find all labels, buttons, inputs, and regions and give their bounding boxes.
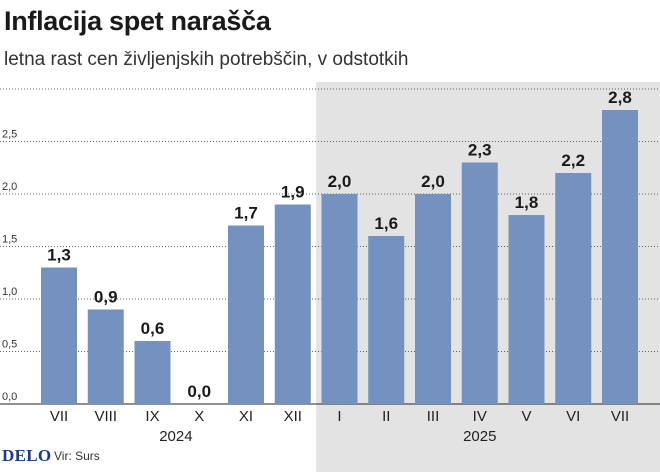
x-tick-label: XII: [284, 408, 302, 425]
data-label: 0,9: [94, 288, 118, 307]
bar: [41, 267, 77, 404]
bar: [555, 173, 592, 404]
x-tick-label: XI: [239, 408, 253, 425]
chart-subtitle: letna rast cen življenjskih potrebščin, …: [4, 49, 409, 70]
x-tick-label: VII: [611, 408, 629, 425]
bar: [274, 204, 311, 404]
x-tick-label: IV: [473, 408, 487, 425]
y-tick-label: 1,0: [2, 286, 17, 298]
x-tick-label: II: [382, 408, 390, 425]
data-label: 2,0: [328, 172, 352, 191]
x-tick-label: X: [194, 408, 204, 425]
chart-title: Inflacija spet narašča: [4, 6, 271, 36]
bar: [228, 225, 264, 404]
bar: [321, 194, 358, 404]
y-tick-label: 1,5: [2, 234, 17, 246]
bar: [461, 162, 498, 404]
label-layer: 0,00,51,01,52,02,51,3VII0,9VIII0,6IX0,0X…: [2, 88, 632, 445]
data-label: 1,6: [374, 214, 398, 233]
data-label: 2,0: [421, 172, 445, 191]
x-tick-label: III: [427, 408, 440, 425]
data-label: 2,3: [468, 141, 492, 160]
bar: [602, 110, 638, 404]
bar: [368, 236, 405, 404]
data-label: 0,0: [187, 382, 211, 401]
data-label: 1,9: [281, 183, 305, 202]
data-label: 1,3: [47, 246, 71, 265]
bar: [87, 309, 124, 404]
data-label: 2,8: [608, 88, 632, 107]
source-note: Vir: Surs: [54, 449, 100, 463]
data-label: 2,2: [561, 151, 585, 170]
y-tick-label: 2,5: [2, 129, 17, 141]
x-tick-label: VIII: [94, 408, 117, 425]
y-tick-label: 2,0: [2, 181, 17, 193]
x-tick-label: VI: [566, 408, 580, 425]
data-label: 1,7: [234, 204, 258, 223]
data-label: 0,6: [141, 319, 165, 338]
bar-layer: [41, 110, 638, 404]
y-tick-label: 0,0: [2, 391, 17, 403]
bar: [134, 341, 171, 404]
year-label-2024: 2024: [159, 428, 192, 445]
y-tick-label: 0,5: [2, 339, 17, 351]
bar: [508, 215, 545, 404]
bar: [415, 194, 451, 404]
x-tick-label: VII: [50, 408, 68, 425]
year-label-2025: 2025: [463, 428, 496, 445]
x-tick-label: I: [337, 408, 341, 425]
delo-logo: DELO: [2, 446, 52, 465]
x-tick-label: IX: [145, 408, 159, 425]
x-tick-label: V: [521, 408, 531, 425]
data-label: 1,8: [515, 193, 539, 212]
